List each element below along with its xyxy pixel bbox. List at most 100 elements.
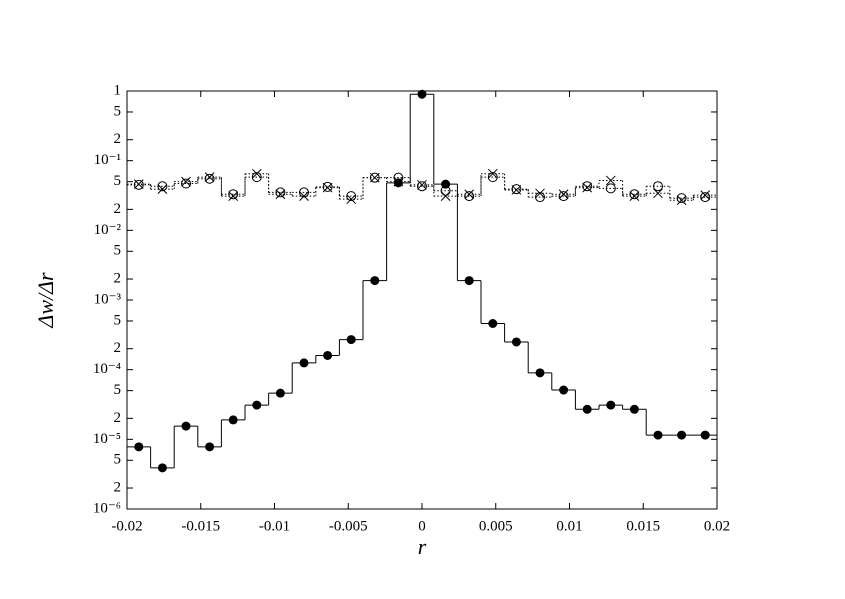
point (629, 189, 640, 200)
point (535, 192, 545, 203)
point (228, 189, 239, 200)
point (252, 400, 262, 410)
point (464, 189, 475, 200)
point (205, 442, 215, 452)
point (653, 430, 663, 440)
point (323, 350, 333, 360)
point (464, 191, 475, 202)
x-tick-label: -0.015 (181, 518, 220, 534)
point (487, 168, 498, 179)
point (440, 185, 451, 196)
point (299, 187, 309, 198)
point (134, 442, 144, 452)
point (133, 179, 144, 190)
point (653, 181, 663, 192)
x-tick-label: 0.02 (704, 518, 730, 534)
x-tick-label: 0.005 (479, 518, 513, 534)
y-tick-label: 5 (114, 312, 122, 328)
point (511, 185, 522, 195)
point (299, 358, 309, 368)
plot-frame (126, 90, 718, 510)
point (605, 183, 616, 194)
point (629, 191, 640, 201)
y-tick-label: 10⁻² (94, 222, 122, 238)
point (511, 337, 521, 347)
point (417, 181, 427, 192)
y-tick-label: 10⁻⁶ (93, 500, 121, 516)
point (393, 176, 404, 187)
point (558, 189, 569, 200)
y-tick-label: 2 (114, 270, 122, 286)
point (393, 178, 403, 188)
point (251, 172, 262, 183)
point (582, 181, 593, 192)
x-tick-label: 0.015 (626, 518, 660, 534)
point (275, 388, 285, 398)
point (676, 193, 687, 204)
point (488, 318, 498, 328)
y-tick-label: 5 (114, 173, 122, 189)
y-tick-label: 10⁻⁵ (93, 431, 121, 447)
y-tick-label: 2 (114, 410, 122, 426)
point (157, 181, 168, 192)
point (440, 191, 451, 201)
point (346, 194, 357, 205)
y-tick-label: 2 (114, 131, 122, 147)
x-tick-label: -0.01 (259, 518, 290, 534)
y-tick-label: 5 (114, 243, 122, 259)
point (275, 187, 286, 198)
y-tick-label: 5 (114, 452, 122, 468)
point (133, 179, 144, 190)
point (346, 191, 357, 202)
y-tick-label: 10⁻⁴ (93, 361, 121, 377)
point (558, 191, 569, 202)
point (700, 430, 710, 440)
point (606, 400, 616, 410)
point (370, 276, 380, 286)
y-axis-label: Δw/Δr (33, 272, 58, 329)
point (299, 191, 309, 201)
point (535, 188, 545, 199)
point (559, 385, 569, 395)
point (677, 430, 687, 440)
point (322, 181, 333, 192)
y-tick-label: 2 (114, 479, 122, 495)
point (369, 172, 380, 183)
y-tick-label: 2 (114, 340, 122, 356)
point (181, 421, 191, 431)
point (251, 168, 262, 179)
point (181, 176, 191, 187)
point (204, 172, 215, 183)
point (487, 172, 498, 183)
point (275, 189, 286, 200)
point (204, 173, 215, 184)
point (157, 184, 168, 195)
point (535, 368, 545, 378)
point (228, 191, 239, 201)
point (653, 188, 663, 199)
y-tick-label: 5 (114, 103, 122, 119)
x-tick-label: -0.005 (329, 518, 368, 534)
point (157, 463, 167, 473)
point (417, 179, 427, 190)
y-tick-label: 5 (114, 382, 122, 398)
y-tick-label: 2 (114, 201, 122, 217)
point (700, 190, 711, 200)
point (322, 182, 333, 193)
x-axis-label: r (418, 534, 427, 559)
x-tick-label: 0.01 (556, 518, 582, 534)
point (511, 184, 522, 195)
point (346, 335, 356, 345)
point (464, 276, 474, 286)
point (181, 178, 191, 189)
x-tick-label: 0 (418, 518, 426, 534)
point (700, 192, 711, 203)
y-tick-label: 10⁻¹ (94, 152, 121, 168)
point (417, 89, 427, 99)
point (582, 182, 593, 193)
point (629, 404, 639, 414)
y-tick-label: 1 (114, 82, 122, 98)
point (582, 404, 592, 414)
x-tick-label: -0.02 (111, 518, 142, 534)
